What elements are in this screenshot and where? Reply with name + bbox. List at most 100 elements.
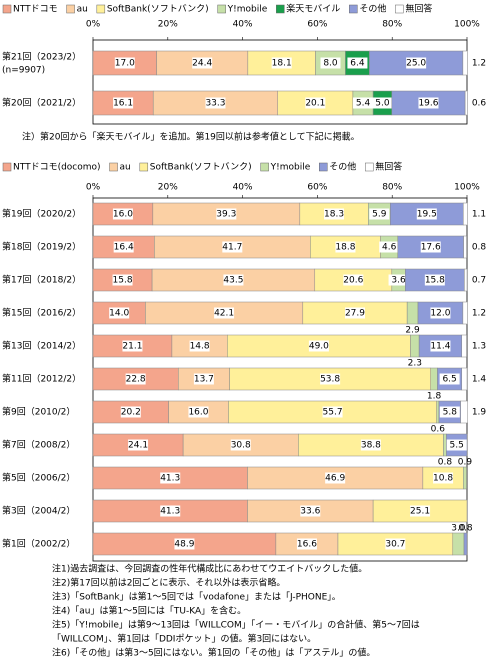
value-label: 38.8 — [361, 441, 381, 451]
category-label: 第15回（2016/2） — [2, 307, 81, 319]
bar-segment — [463, 532, 468, 556]
value-label: 17.6 — [421, 243, 441, 253]
legend-label: 無回答 — [405, 3, 432, 15]
value-label-bg — [353, 97, 374, 109]
value-label: 39.3 — [216, 210, 236, 220]
legend-swatch — [260, 162, 269, 172]
value-label: 1.9 — [472, 408, 487, 418]
value-label: 21.1 — [122, 342, 142, 352]
bar-segment — [462, 50, 468, 76]
bar-segment — [461, 367, 468, 391]
value-label: 14.8 — [190, 342, 210, 352]
value-label: 20.2 — [121, 408, 141, 418]
value-label-bg — [430, 340, 451, 352]
legend-swatch — [66, 4, 75, 14]
value-label-bg — [109, 307, 130, 319]
value-label-bg — [344, 307, 365, 319]
value-label-bg — [325, 472, 346, 484]
value-label: 22.8 — [126, 375, 146, 385]
x-tick-label: 100% — [454, 20, 480, 30]
value-label: 0.6 — [431, 425, 446, 435]
value-label: 41.3 — [160, 507, 180, 517]
value-label: 25.1 — [410, 507, 430, 517]
value-label: 43.5 — [223, 276, 243, 286]
bar-segment — [464, 90, 468, 116]
value-label: 25.0 — [406, 59, 426, 69]
value-label-bg — [418, 97, 439, 109]
value-label: 1.2 — [472, 309, 486, 319]
legend-swatch — [319, 162, 328, 172]
value-label-bg — [230, 439, 251, 451]
value-label-bg — [424, 274, 445, 286]
bar-segment — [443, 433, 447, 457]
value-label-bg — [122, 340, 143, 352]
footnote: 注1)過去調査は、今回調査の性年代構成比にあわせてウエイトバックした値。 — [52, 563, 367, 575]
value-label: 0.8 — [438, 458, 453, 468]
value-label-bg — [320, 373, 341, 385]
footnote: 注2)第17回以前は2回ごとに表示、それ以外は表示省略。 — [52, 577, 285, 589]
sample-size: (n=9907) — [2, 66, 45, 76]
annotation: 注）第20回から「楽天モバイル」を追加。第19回以前は参考値として下記に掲載。 — [22, 131, 360, 143]
legend-label: 無回答 — [375, 161, 402, 173]
value-label: 27.9 — [345, 309, 365, 319]
category-label: 第18回（2019/2） — [2, 241, 81, 253]
bar-segment — [463, 235, 467, 259]
value-label-bg — [114, 57, 135, 69]
value-label-bg — [296, 538, 317, 550]
value-label: 17.0 — [115, 59, 135, 69]
value-label-bg — [439, 406, 460, 418]
category-label: 第9回（2010/2） — [2, 406, 75, 418]
category-label: 第19回（2020/2） — [2, 208, 81, 220]
value-label: 15.8 — [425, 276, 445, 286]
value-label: 0.8 — [472, 243, 487, 253]
value-label: 0.8 — [458, 524, 473, 534]
value-label: 12.0 — [430, 309, 450, 319]
category-label: 第20回（2021/2） — [2, 97, 81, 109]
x-tick-label: 0% — [86, 183, 101, 193]
value-label-bg — [125, 373, 146, 385]
bar-segment — [436, 400, 440, 424]
x-tick-label: 80% — [382, 183, 402, 193]
value-label-bg — [360, 439, 381, 451]
legend-swatch — [349, 4, 358, 14]
category-label: 第1回（2002/2） — [2, 538, 75, 550]
value-label: 16.4 — [114, 243, 134, 253]
legend-swatch — [217, 4, 226, 14]
bar-segment — [461, 334, 467, 358]
x-tick-label: 60% — [307, 20, 327, 30]
value-label: 20.1 — [305, 99, 325, 109]
value-label-bg — [223, 274, 244, 286]
value-label: 33.6 — [300, 507, 320, 517]
value-label: 18.8 — [335, 243, 355, 253]
bar-segment — [463, 466, 467, 490]
value-label: 5.4 — [356, 99, 371, 109]
x-tick-label: 60% — [307, 183, 327, 193]
value-label: 30.8 — [231, 441, 251, 451]
value-label-bg — [128, 439, 149, 451]
value-label: 41.7 — [222, 243, 242, 253]
value-label: 16.0 — [113, 210, 133, 220]
bar-segment — [406, 301, 419, 325]
value-label-bg — [193, 373, 214, 385]
value-label: 48.9 — [174, 540, 194, 550]
value-label-bg — [216, 208, 237, 220]
x-tick-label: 40% — [233, 20, 253, 30]
value-label: 5.5 — [450, 441, 464, 451]
value-label-bg — [113, 241, 134, 253]
value-label: 16.0 — [188, 408, 208, 418]
value-label: 18.3 — [324, 210, 344, 220]
footnote: 注4)「au」は第1〜5回には「TU-KA」を含む。 — [52, 605, 246, 617]
value-label: 0.7 — [472, 276, 486, 286]
value-label: 30.7 — [385, 540, 405, 550]
value-label-bg — [430, 307, 451, 319]
x-tick-label: 100% — [454, 183, 480, 193]
value-label: 5.0 — [375, 99, 390, 109]
value-label: 19.5 — [417, 210, 437, 220]
category-label: 第17回（2018/2） — [2, 274, 81, 286]
x-tick-label: 80% — [382, 20, 402, 30]
bar-segment — [452, 532, 465, 556]
legend-label: 楽天モバイル — [286, 3, 340, 15]
value-label-bg — [305, 97, 326, 109]
value-label: 6.4 — [350, 59, 365, 69]
bar-segment — [464, 268, 468, 292]
